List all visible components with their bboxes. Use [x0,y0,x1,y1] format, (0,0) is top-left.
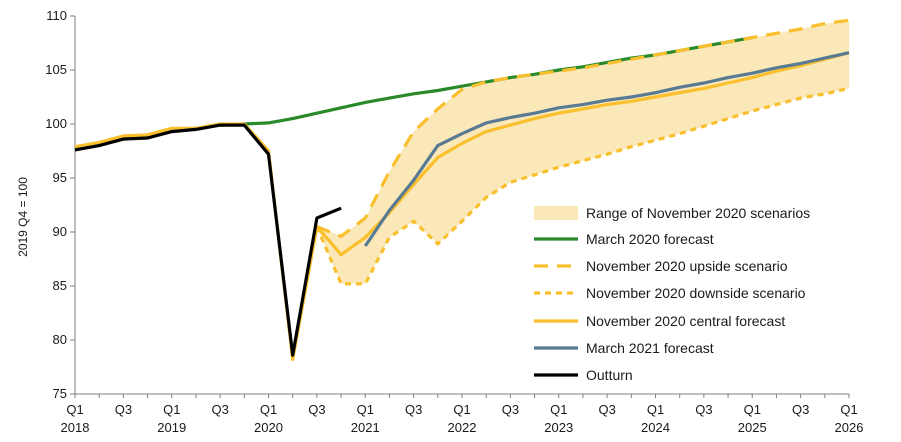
x-tick-label: Q1 [260,402,277,417]
series-line-outturn [74,123,342,357]
series-lines [74,18,850,361]
x-tick-year-label: 2023 [544,420,573,435]
y-tick-label: 110 [46,8,67,23]
y-axis-label: 2019 Q4 = 100 [16,177,30,257]
x-tick-label: Q3 [502,402,519,417]
series-line-november-2020-downside-scenario [315,86,850,286]
x-tick-label: Q3 [308,402,325,417]
x-tick-label: Q1 [66,402,83,417]
y-tick-label: 80 [53,332,67,347]
legend-label: November 2020 downside scenario [586,285,806,301]
series-line-november-2020-upside-scenario [316,18,850,238]
x-tick-label: Q3 [115,402,132,417]
x-tick-year-label: 2021 [351,420,380,435]
y-tick-label: 105 [45,62,67,77]
legend-label: Outturn [586,367,633,383]
x-tick-year-label: 2022 [448,420,477,435]
scenario-range-band-layer [316,20,849,284]
legend-swatch-range [534,206,578,220]
x-tick-year-label: 2020 [254,420,283,435]
y-tick-label: 95 [53,170,67,185]
x-tick-label: Q1 [550,402,567,417]
series-line-march-2021-forecast [363,51,850,247]
scenario-range-band [316,20,849,284]
x-tick-year-label: 2025 [738,420,767,435]
x-tick-label: Q1 [840,402,857,417]
y-tick-label: 90 [53,224,67,239]
x-tick-label: Q1 [744,402,761,417]
x-tick-year-label: 2024 [641,420,670,435]
axes: 75 80 85 90 95 100 105 110 Q1 2018 Q3 Q1 2019 Q3 Q1 202… [45,8,863,435]
y-tick-label: 75 [53,386,67,401]
legend: Range of November 2020 scenarios March 20… [534,205,810,383]
legend-label: November 2020 upside scenario [586,258,788,274]
x-tick-label: Q1 [163,402,180,417]
legend-label: March 2020 forecast [586,231,714,247]
x-tick-label: Q3 [695,402,712,417]
y-tick-label: 85 [53,278,67,293]
y-tick-label: 100 [45,116,67,131]
x-tick-label: Q3 [792,402,809,417]
x-tick-label: Q1 [647,402,664,417]
x-tick-label: Q3 [211,402,228,417]
x-tick-year-label: 2018 [61,420,90,435]
x-tick-year-label: 2019 [157,420,186,435]
x-tick-label: Q3 [405,402,422,417]
legend-label: Range of November 2020 scenarios [586,205,810,221]
x-tick-label: Q1 [453,402,470,417]
legend-label: March 2021 forecast [586,340,714,356]
legend-label: November 2020 central forecast [586,313,785,329]
x-tick-label: Q3 [598,402,615,417]
x-tick-label: Q1 [357,402,374,417]
x-tick-year-label: 2026 [835,420,864,435]
